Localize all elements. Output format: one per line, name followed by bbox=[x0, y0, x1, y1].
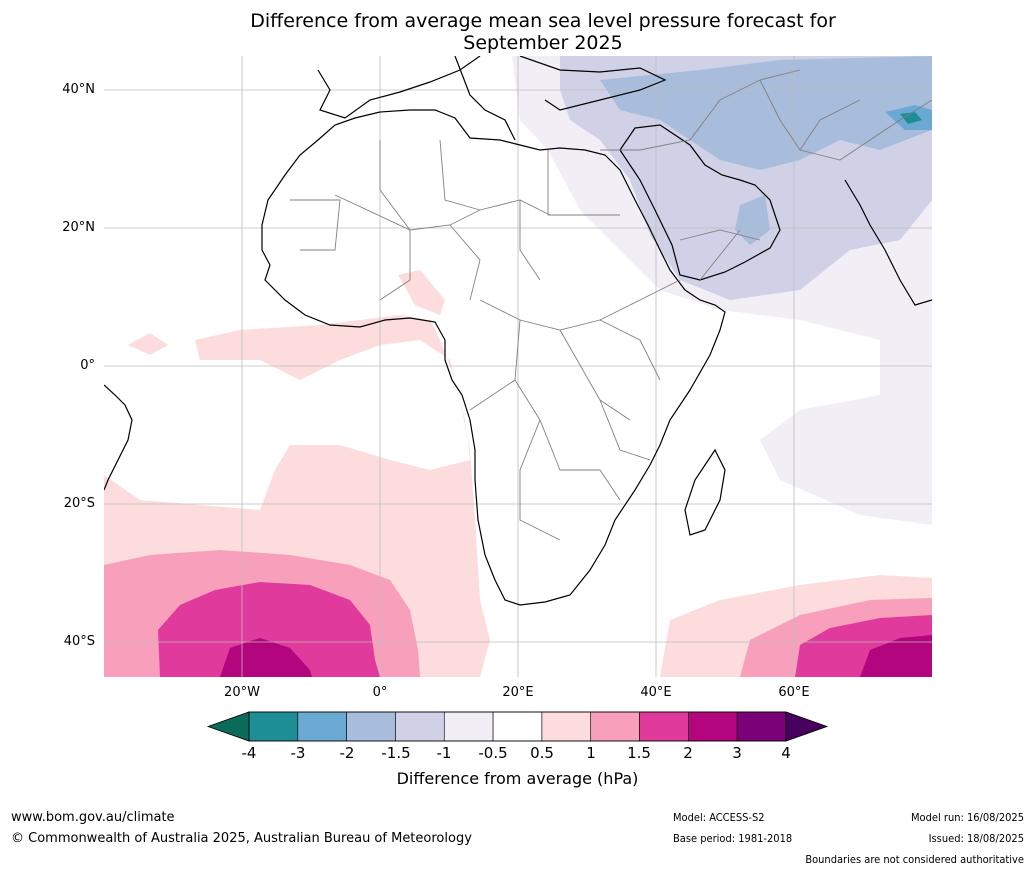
colorbar-tick-label: 1 bbox=[586, 744, 596, 762]
anomaly-region-plus-2-southeast bbox=[860, 635, 932, 677]
colorbar-tick-label: -3 bbox=[290, 744, 306, 762]
map-title: Difference from average mean sea level p… bbox=[0, 10, 1035, 54]
colorbar-segment bbox=[395, 711, 445, 742]
colorbar-tick-label: 3 bbox=[732, 744, 742, 762]
colorbar-segment bbox=[346, 711, 396, 742]
colorbar-tick-label: -4 bbox=[241, 744, 257, 762]
colorbar-under-arrow bbox=[206, 711, 250, 742]
madagascar-coastline bbox=[684, 448, 726, 536]
footer-base-period: Base period: 1981-2018 bbox=[673, 832, 793, 845]
anomaly-region-plus-0-5-west bbox=[128, 333, 168, 355]
lat-label-equator: 0° bbox=[80, 358, 95, 373]
colorbar-segment bbox=[688, 711, 738, 742]
graticule bbox=[104, 56, 932, 677]
lon-label-40e: 40°E bbox=[640, 685, 672, 700]
colorbar-axis-label: Difference from average (hPa) bbox=[396, 769, 639, 788]
colorbar-tick-label: -2 bbox=[339, 744, 355, 762]
colorbar-tick-label: 4 bbox=[781, 744, 791, 762]
lat-label-20n: 20°N bbox=[62, 220, 95, 235]
colorbar-segment bbox=[541, 711, 592, 742]
lat-label-20s: 20°S bbox=[63, 496, 95, 511]
title-line-1: Difference from average mean sea level p… bbox=[250, 10, 836, 32]
footer-model-run: Model run: 16/08/2025 bbox=[911, 811, 1024, 824]
colorbar-segment bbox=[297, 711, 347, 742]
colorbar-segment bbox=[248, 711, 299, 742]
europe-coastline bbox=[317, 56, 667, 141]
colorbar-outline bbox=[248, 711, 787, 742]
colorbar-segment bbox=[590, 711, 640, 742]
title-line-2: September 2025 bbox=[463, 32, 623, 54]
colorbar-segment bbox=[443, 711, 494, 742]
colorbar-tick-label: -0.5 bbox=[478, 744, 508, 762]
colorbar-segment bbox=[639, 711, 689, 742]
anomaly-region-minus-1-5 bbox=[600, 56, 932, 170]
lon-label-60e: 60°E bbox=[778, 685, 810, 700]
colorbar-tick-label: 1.5 bbox=[627, 744, 651, 762]
south-america-coastline bbox=[104, 384, 133, 491]
footer-copyright: © Commonwealth of Australia 2025, Austra… bbox=[11, 831, 472, 846]
lon-label-20w: 20°W bbox=[224, 685, 260, 700]
anomaly-region-minus-3 bbox=[900, 112, 922, 124]
colorbar-tick-label: 0.5 bbox=[530, 744, 554, 762]
country-borders bbox=[290, 69, 932, 541]
colorbar-segment bbox=[736, 711, 787, 742]
colorbar-tick-label: 2 bbox=[683, 744, 693, 762]
africa-coastline bbox=[261, 109, 726, 606]
colorbar-over-arrow bbox=[785, 711, 829, 742]
map-area bbox=[104, 56, 932, 677]
colorbar-tick-label: -1 bbox=[436, 744, 452, 762]
colorbar bbox=[206, 711, 829, 742]
anomaly-region-plus-0-5-gulf bbox=[398, 270, 445, 315]
anomaly-region-plus-1-5 bbox=[158, 582, 380, 677]
lat-label-40s: 40°S bbox=[63, 634, 95, 649]
india-coastline bbox=[844, 179, 932, 306]
footer-issued: Issued: 18/08/2025 bbox=[928, 832, 1024, 845]
footer-model: Model: ACCESS-S2 bbox=[673, 811, 765, 824]
anomaly-region-minus-1-5-arabia bbox=[735, 195, 770, 245]
colorbar-tick-label: -1.5 bbox=[381, 744, 411, 762]
colorbar-segments bbox=[248, 711, 787, 742]
lon-label-0: 0° bbox=[372, 685, 388, 700]
footer-website-link[interactable]: www.bom.gov.au/climate bbox=[11, 810, 175, 825]
footer-disclaimer: Boundaries are not considered authoritat… bbox=[805, 853, 1024, 866]
colorbar-segment bbox=[492, 711, 543, 742]
anomaly-region-plus-2 bbox=[220, 638, 312, 677]
lat-label-40n: 40°N bbox=[62, 82, 95, 97]
lon-label-20e: 20°E bbox=[502, 685, 534, 700]
arabia-coastline bbox=[619, 124, 781, 281]
